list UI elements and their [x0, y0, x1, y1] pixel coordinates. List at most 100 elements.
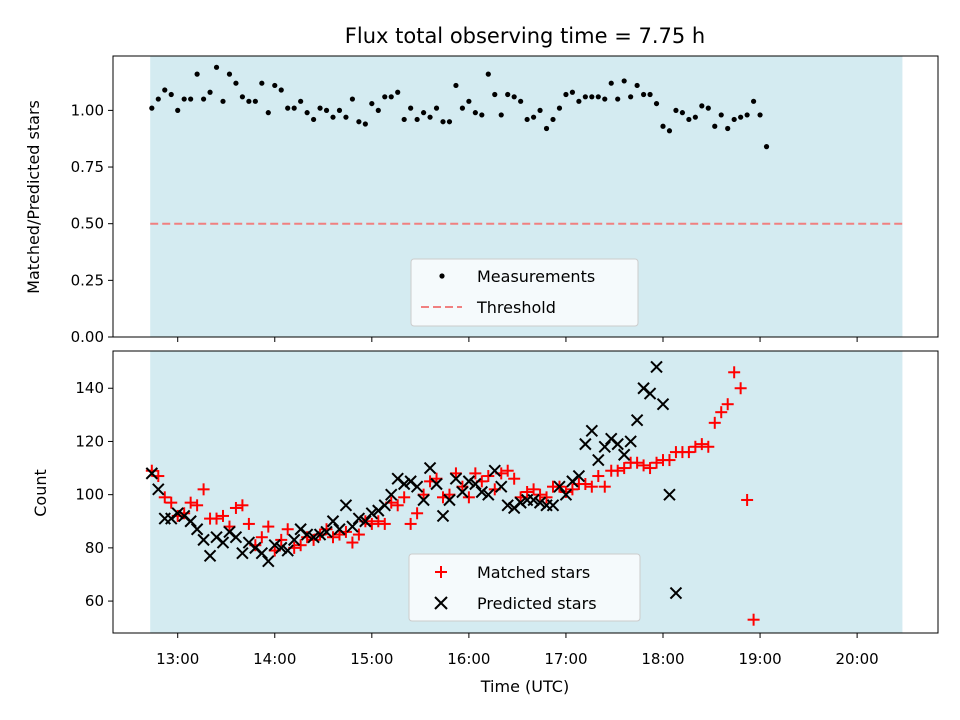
x-tick-label: 18:00 [641, 650, 684, 668]
measurement-point [524, 116, 530, 123]
measurement-point [608, 80, 614, 86]
measurement-point [213, 64, 220, 70]
measurement-point [673, 107, 679, 113]
measurement-point [317, 105, 323, 111]
matched-star-point [747, 613, 760, 626]
measurement-point [304, 110, 310, 116]
measurement-point [640, 91, 647, 98]
measurement-point [188, 96, 194, 102]
predicted-star-point [495, 480, 508, 493]
predicted-star-point [559, 488, 573, 501]
matched-star-point [404, 517, 417, 530]
predicted-star-point [617, 448, 631, 461]
matched-star-point [469, 467, 482, 480]
predicted-star-point [643, 387, 657, 400]
matched-star-point [346, 536, 359, 549]
predicted-star-point [430, 477, 443, 491]
x-tick-label: 17:00 [544, 650, 587, 668]
matched-star-point [702, 440, 715, 453]
measurement-point [362, 121, 368, 127]
legend-predicted-marker [434, 596, 448, 610]
matched-star-point [741, 493, 754, 506]
predicted-star-point [443, 493, 456, 507]
measurement-point [433, 105, 440, 111]
measurement-point [149, 105, 155, 111]
measurement-point [453, 82, 459, 89]
measurement-point [582, 94, 588, 100]
predicted-star-point [482, 488, 495, 501]
matched-star-point [462, 491, 475, 504]
predicted-star-point [397, 477, 411, 491]
x-tick-label: 20:00 [836, 650, 879, 668]
matched-star-point [165, 496, 178, 509]
measurement-point [155, 96, 161, 102]
legend-matched-label: Matched stars [477, 563, 590, 582]
predicted-star-point [585, 424, 599, 438]
measurement-points [149, 64, 770, 150]
bottom-y-tick-label: 100 [75, 486, 104, 504]
measurement-point [259, 80, 265, 86]
predicted-star-point [611, 437, 624, 451]
predicted-star-point [630, 413, 644, 427]
predicted-star-point [197, 533, 210, 547]
predicted-star-point [268, 539, 281, 552]
top-y-tick-label: 0.25 [71, 271, 104, 289]
predicted-star-point [475, 485, 489, 499]
measurement-point [323, 107, 330, 113]
measurement-point [356, 119, 362, 125]
bottom-y-tick-label: 120 [75, 432, 104, 450]
matched-star-point [482, 470, 495, 483]
top-y-tick-label: 0.50 [71, 215, 104, 233]
top-axes-frame [112, 55, 939, 338]
measurement-point [459, 105, 466, 111]
predicted-star-point [449, 472, 463, 485]
measurement-point [200, 96, 207, 102]
matched-star-point [637, 459, 650, 472]
predicted-star-point [216, 536, 230, 549]
predicted-star-point [553, 480, 566, 493]
predicted-star-point [145, 467, 159, 480]
x-tick-label: 14:00 [253, 650, 296, 668]
matched-star-point [398, 491, 411, 504]
matched-star-point [275, 533, 288, 546]
matched-star-point [217, 509, 229, 522]
matched-star-point [650, 456, 663, 469]
top-y-axis-label: Matched/Predicted stars [24, 100, 43, 294]
predicted-star-point [385, 488, 398, 501]
matched-star-point [566, 483, 579, 496]
measurement-point [589, 94, 595, 100]
predicted-star-point [281, 544, 294, 557]
predicted-star-point [572, 469, 586, 483]
predicted-star-point [436, 509, 450, 523]
measurement-point [556, 105, 563, 111]
predicted-star-point [184, 515, 197, 528]
top-y-tick-label: 0.75 [71, 158, 104, 176]
measurement-point [239, 94, 246, 100]
measurement-point [181, 96, 187, 102]
measurement-point [388, 94, 394, 100]
matched-star-point [521, 486, 534, 498]
predicted-star-point [203, 549, 217, 563]
measurement-point [712, 123, 718, 129]
measurement-point [246, 98, 252, 104]
bottom-axes-frame [112, 350, 939, 634]
matched-star-point [579, 478, 592, 491]
matched-star-point [708, 416, 721, 429]
x-tick-label: 13:00 [156, 650, 199, 668]
measurement-point [349, 96, 356, 102]
measurement-point [440, 119, 446, 125]
measurement-point [750, 98, 757, 104]
predicted-star-point [456, 485, 469, 499]
measurement-point [634, 82, 640, 89]
matched-star-point [391, 499, 404, 512]
bottom-legend-box [408, 553, 641, 622]
predicted-star-point [624, 435, 637, 448]
legend-threshold-label: Threshold [476, 298, 556, 317]
predicted-star-point [255, 546, 269, 560]
measurement-point [278, 87, 284, 93]
predicted-star-point [359, 515, 372, 528]
measurement-point [757, 112, 763, 118]
matched-star-point [611, 464, 624, 477]
predicted-star-point [469, 477, 482, 491]
measurement-point [692, 114, 698, 120]
